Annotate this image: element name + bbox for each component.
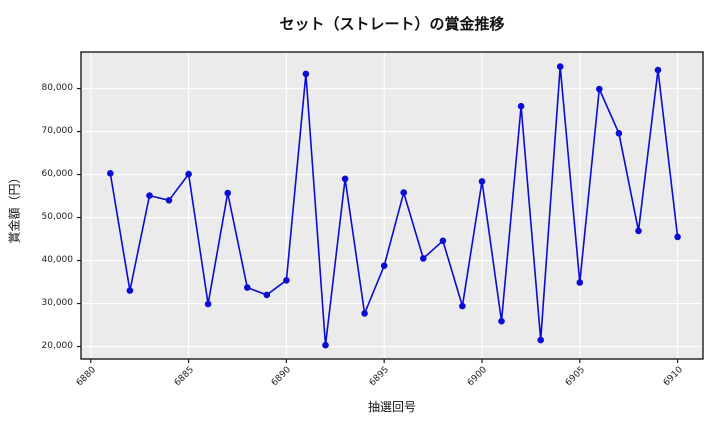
data-point: [654, 66, 662, 74]
data-point: [478, 178, 486, 185]
data-point: [517, 102, 525, 110]
data-point: [263, 291, 271, 299]
data-point: [576, 279, 584, 286]
y-tick-label: 70,000: [41, 126, 74, 137]
axes-border: [80, 51, 704, 360]
data-point: [361, 310, 368, 317]
data-point: [537, 336, 544, 344]
y-tick-label: 80,000: [41, 83, 74, 94]
data-point: [302, 70, 310, 78]
y-axis-label: 賞金額（円）: [7, 171, 22, 244]
y-tick-label: 40,000: [41, 255, 74, 266]
data-point: [283, 277, 290, 284]
data-point: [459, 302, 466, 310]
y-tick-label: 50,000: [41, 212, 74, 223]
data-point: [615, 130, 623, 137]
data-point: [204, 300, 212, 308]
data-point: [420, 255, 427, 262]
data-point: [439, 237, 447, 245]
data-point: [126, 287, 134, 294]
data-point: [224, 189, 231, 197]
data-point: [674, 233, 681, 241]
data-point: [380, 262, 388, 270]
data-point: [146, 192, 153, 199]
data-point: [635, 227, 642, 235]
x-axis-label: 抽選回号: [367, 400, 416, 414]
data-point: [498, 317, 505, 325]
data-point: [322, 341, 329, 349]
data-point: [244, 284, 251, 291]
data-point: [107, 170, 114, 177]
data-point: [596, 85, 603, 93]
prize-line-series: [109, 65, 679, 347]
data-point: [185, 170, 192, 178]
y-tick-label: 20,000: [41, 341, 74, 352]
data-point: [165, 197, 173, 204]
chart-title: セット（ストレート）の賞金推移: [279, 15, 505, 33]
y-tick-label: 60,000: [41, 169, 74, 180]
y-tick-label: 30,000: [41, 298, 74, 309]
data-point: [400, 189, 408, 196]
data-point: [341, 175, 349, 183]
data-point: [556, 63, 564, 70]
plot-area: [81, 52, 703, 359]
